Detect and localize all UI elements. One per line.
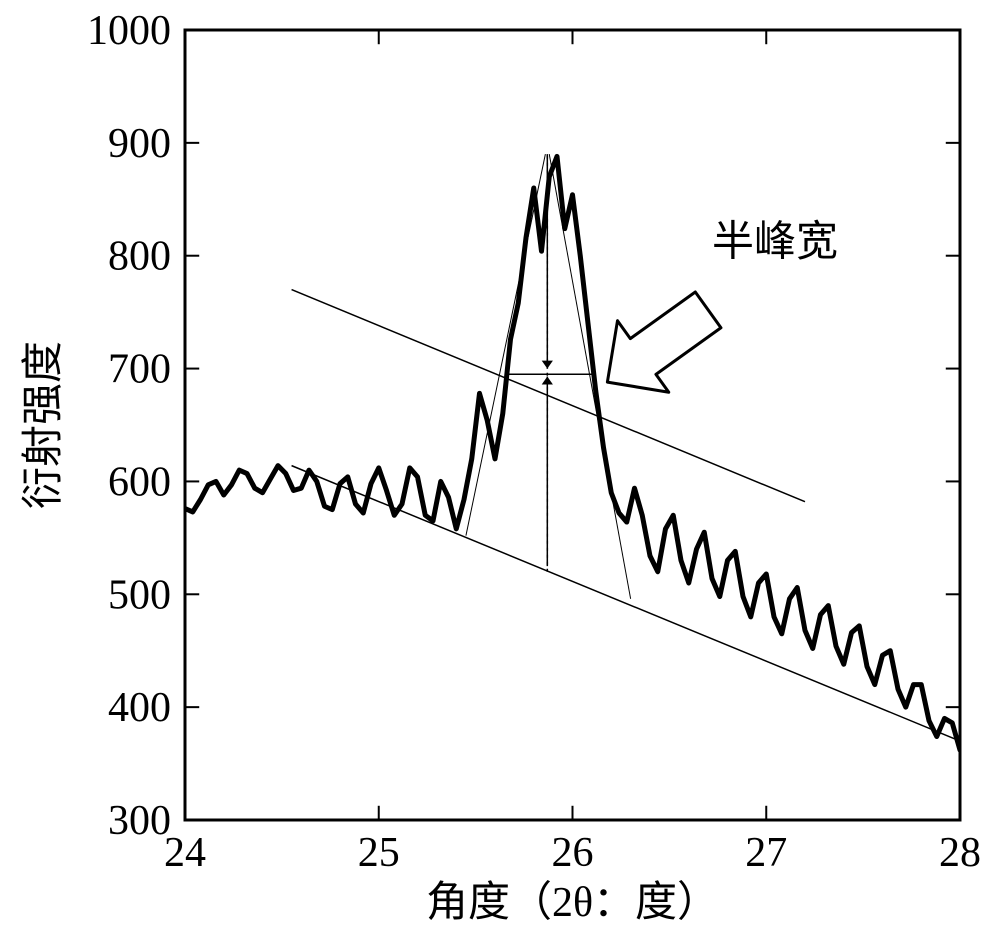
x-tick-label: 27	[745, 830, 787, 876]
y-tick-label: 700	[108, 347, 171, 393]
y-tick-label: 900	[108, 121, 171, 167]
chart-svg: 24252627283004005006007008009001000半峰宽角度…	[0, 0, 1000, 939]
y-tick-label: 400	[108, 685, 171, 731]
x-tick-label: 26	[552, 830, 594, 876]
x-axis-label: 角度（2θ：度）	[426, 880, 719, 926]
y-tick-label: 500	[108, 572, 171, 618]
fwhm-label: 半峰宽	[712, 219, 838, 266]
x-tick-label: 25	[358, 830, 400, 876]
y-tick-label: 300	[108, 798, 171, 844]
y-tick-label: 800	[108, 234, 171, 280]
x-tick-label: 28	[939, 830, 981, 876]
y-tick-label: 1000	[87, 8, 171, 54]
y-tick-label: 600	[108, 459, 171, 505]
y-axis-label: 衍射强度	[21, 341, 67, 509]
xrd-peak-chart: 24252627283004005006007008009001000半峰宽角度…	[0, 0, 1000, 939]
